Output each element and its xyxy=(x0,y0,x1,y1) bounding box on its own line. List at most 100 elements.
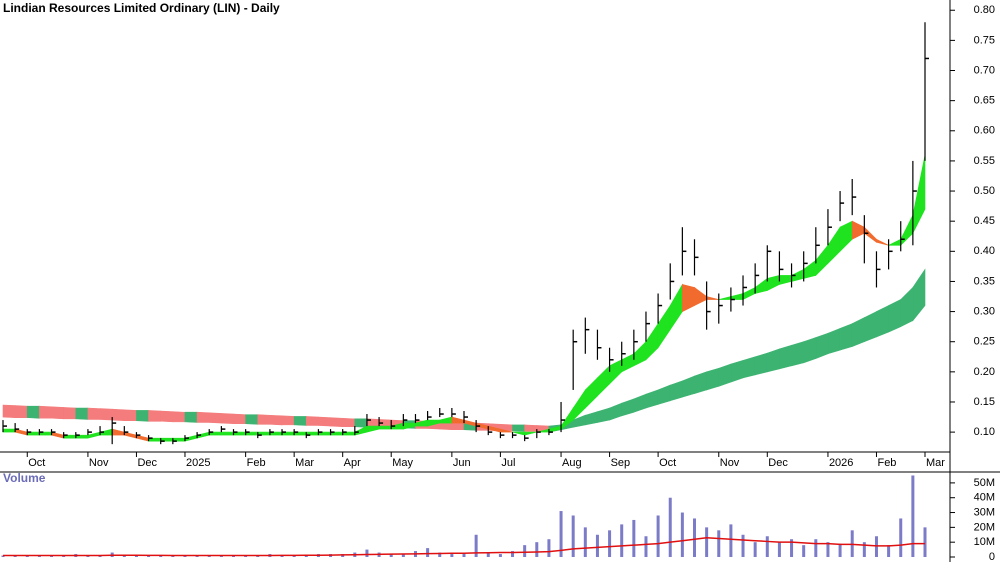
band-segment xyxy=(815,332,829,360)
band-segment xyxy=(26,405,40,419)
x-tick-label: Sep xyxy=(611,457,631,469)
x-tick-label: Aug xyxy=(562,457,582,469)
volume-bar xyxy=(680,512,684,557)
volume-bar xyxy=(668,497,672,557)
volume-panel xyxy=(1,475,927,557)
volume-bar xyxy=(583,527,587,557)
y-tick-label: 0.10 xyxy=(974,426,995,438)
band-segment xyxy=(124,409,137,421)
volume-bar xyxy=(814,539,818,557)
band-segment xyxy=(342,417,356,427)
band-segment xyxy=(330,417,343,428)
volume-bar xyxy=(923,527,927,557)
volume-bar xyxy=(462,554,466,557)
volume-bar xyxy=(729,524,733,557)
plot: 0.10 0.15 0.20 0.25 0.30 0.35 0.40 0.45 0.50 0.55… xyxy=(1,4,995,562)
band-segment xyxy=(754,352,768,376)
y-tick-label: 0.40 xyxy=(974,245,995,257)
x-tick-label: Jul xyxy=(501,457,515,469)
band-segment xyxy=(221,431,234,436)
price-bars xyxy=(2,22,929,445)
chart-title: Lindian Resources Limited Ordinary (LIN)… xyxy=(3,1,280,15)
band-segment xyxy=(148,410,162,422)
x-tick-label: Oct xyxy=(28,457,45,469)
volume-bar xyxy=(620,524,624,557)
x-tick-label: Dec xyxy=(137,457,157,469)
volume-bar xyxy=(134,555,138,557)
volume-tick-label: 20M xyxy=(974,521,995,533)
x-tick-label: Dec xyxy=(768,457,788,469)
volume-tick-label: 50M xyxy=(974,477,995,489)
volume-bar xyxy=(535,542,539,557)
volume-bar xyxy=(790,539,794,557)
volume-tick-label: 30M xyxy=(974,506,995,518)
volume-bar xyxy=(693,518,696,557)
band-segment xyxy=(839,323,853,351)
x-tick-label: May xyxy=(392,457,413,469)
band-segment xyxy=(742,356,756,379)
y-tick-label: 0.80 xyxy=(974,4,995,16)
volume-bar xyxy=(571,515,575,557)
volume-bar xyxy=(474,534,478,557)
x-tick-label: Nov xyxy=(720,457,740,469)
band-segment xyxy=(512,424,525,432)
band-segment xyxy=(912,268,926,322)
band-segment xyxy=(184,411,198,423)
y-tick-label: 0.35 xyxy=(974,275,995,287)
volume-bar xyxy=(450,554,454,557)
y-tick-label: 0.75 xyxy=(974,34,995,46)
x-tick-label: Feb xyxy=(877,457,896,469)
band-segment xyxy=(718,363,732,387)
volume-bar xyxy=(632,519,636,557)
x-tick-label: Feb xyxy=(247,457,266,469)
volume-bar xyxy=(122,555,126,557)
volume-title: Volume xyxy=(3,471,46,485)
volume-bar xyxy=(741,534,745,557)
y-tick-label: 0.70 xyxy=(974,64,995,76)
volume-bar xyxy=(159,555,163,557)
band-segment xyxy=(293,416,307,426)
y-tick-label: 0.55 xyxy=(974,155,995,167)
volume-tick-label: 0 xyxy=(989,551,995,562)
band-segment xyxy=(779,344,792,370)
band-segment xyxy=(257,414,271,425)
volume-bar xyxy=(753,542,757,557)
band-segment xyxy=(766,348,780,373)
volume-bar xyxy=(656,515,660,557)
volume-bar xyxy=(838,543,842,557)
band-segment xyxy=(111,408,125,421)
volume-bar xyxy=(862,542,866,557)
volume-bar xyxy=(438,552,442,557)
y-tick-label: 0.20 xyxy=(974,366,995,378)
band-segment xyxy=(876,238,889,246)
volume-bar xyxy=(426,548,430,557)
band-segment xyxy=(14,405,28,418)
band-segment xyxy=(803,337,817,364)
y-tick-label: 0.50 xyxy=(974,185,995,197)
volume-bar xyxy=(292,555,296,557)
volume-tick-label: 40M xyxy=(974,492,995,504)
band-segment xyxy=(160,410,174,423)
volume-bar xyxy=(887,545,891,557)
volume-bar xyxy=(608,530,612,557)
band-segment xyxy=(524,424,538,432)
volume-bar xyxy=(523,545,527,557)
volume-bar xyxy=(717,530,721,557)
band-segment xyxy=(172,411,186,423)
volume-tick-label: 10M xyxy=(974,536,995,548)
volume-bar xyxy=(644,536,648,557)
volume-bar xyxy=(498,554,502,557)
volume-average xyxy=(3,536,925,557)
band-segment xyxy=(305,416,319,426)
band-segment xyxy=(378,425,392,430)
x-tick-label: Mar xyxy=(295,457,314,469)
axes: 0.10 0.15 0.20 0.25 0.30 0.35 0.40 0.45 0.50 0.55… xyxy=(26,4,995,562)
volume-bar xyxy=(280,555,284,557)
volume-bar xyxy=(559,511,563,557)
band-segment xyxy=(318,416,331,427)
band-segment xyxy=(827,328,841,355)
band-segment xyxy=(196,411,210,423)
x-tick-label: Jun xyxy=(453,457,471,469)
y-tick-label: 0.30 xyxy=(974,305,995,317)
volume-bar xyxy=(304,555,308,557)
